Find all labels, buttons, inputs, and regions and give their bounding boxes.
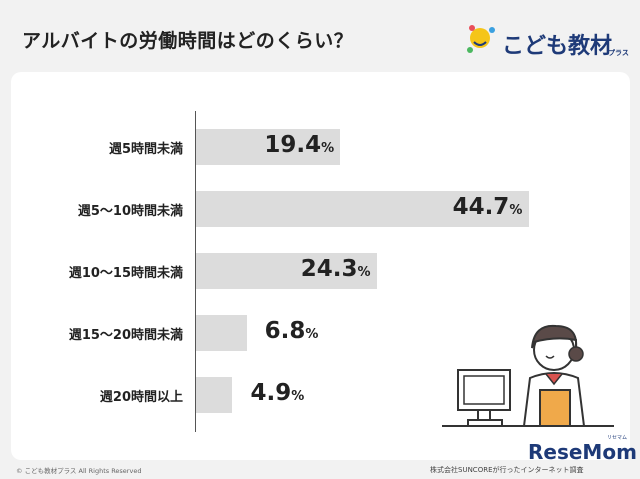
watermark-sub: リセマム bbox=[607, 435, 628, 441]
sun-icon bbox=[467, 25, 495, 53]
watermark-logo: ReseMom bbox=[528, 440, 637, 464]
bar bbox=[196, 253, 377, 289]
data-label: 44.7% bbox=[452, 194, 523, 220]
data-label: 24.3% bbox=[300, 256, 371, 282]
bar bbox=[196, 377, 233, 413]
data-label: 6.8% bbox=[264, 318, 319, 344]
category-label: 週15〜20時間未満 bbox=[68, 328, 183, 343]
chart-axis-line bbox=[195, 111, 196, 432]
page-title: アルバイトの労働時間はどのくらい？ bbox=[22, 30, 354, 52]
data-label: 4.9% bbox=[250, 380, 305, 406]
copyright-text: © こども教材プラス All Rights Reserved bbox=[16, 467, 142, 475]
bar bbox=[196, 315, 247, 351]
source-note: 株式会社SUNCOREが行ったインターネット調査 bbox=[430, 466, 584, 474]
category-label: 週5時間未満 bbox=[108, 142, 183, 157]
brand-logo: こども教材 プラス bbox=[462, 18, 632, 62]
bar bbox=[196, 191, 529, 227]
category-label: 週20時間以上 bbox=[99, 390, 183, 405]
bar bbox=[196, 129, 341, 165]
logo-text: こども教材 bbox=[502, 34, 613, 59]
data-label: 19.4% bbox=[264, 132, 335, 158]
category-label: 週5〜10時間未満 bbox=[77, 204, 183, 219]
logo-subtext: プラス bbox=[608, 49, 629, 57]
cashier-illustration bbox=[442, 324, 614, 427]
category-label: 週10〜15時間未満 bbox=[68, 266, 183, 281]
